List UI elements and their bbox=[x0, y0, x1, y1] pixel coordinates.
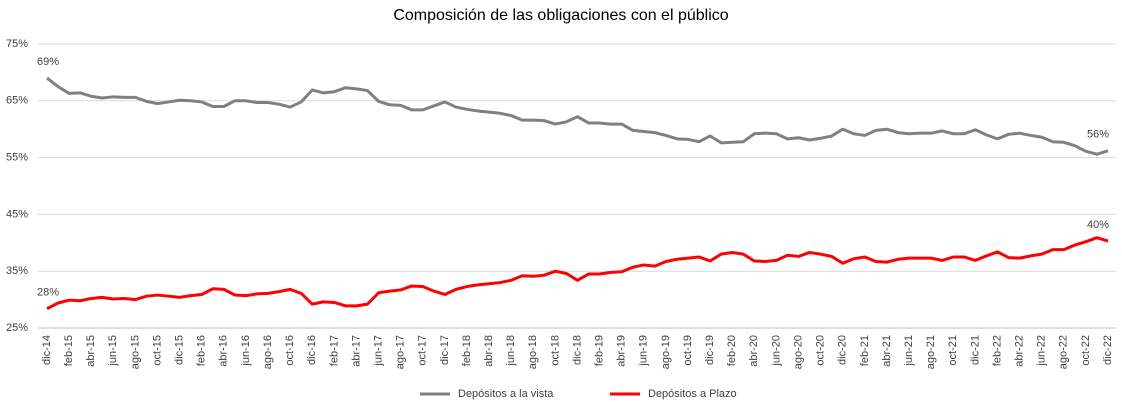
x-tick-label: oct-15 bbox=[151, 335, 163, 366]
y-tick-label: 55% bbox=[6, 152, 28, 164]
y-tick-label: 65% bbox=[6, 95, 28, 107]
data-label: 69% bbox=[37, 56, 59, 68]
y-tick-label: 25% bbox=[6, 322, 28, 334]
x-tick-label: abr-17 bbox=[350, 335, 362, 367]
x-tick-label: feb-21 bbox=[859, 335, 871, 366]
x-tick-label: ago-16 bbox=[262, 335, 274, 369]
x-tick-label: abr-18 bbox=[483, 335, 495, 367]
x-tick-label: feb-19 bbox=[594, 335, 606, 366]
x-tick-label: oct-22 bbox=[1080, 335, 1092, 366]
legend-label: Depósitos a la vista bbox=[458, 388, 554, 400]
x-tick-label: dic-19 bbox=[704, 335, 716, 365]
series-line bbox=[46, 236, 1109, 311]
x-tick-label: feb-15 bbox=[63, 335, 75, 366]
x-tick-label: oct-21 bbox=[947, 335, 959, 366]
x-tick-label: feb-16 bbox=[196, 335, 208, 366]
y-tick-label: 75% bbox=[6, 38, 28, 50]
y-tick-label: 35% bbox=[6, 265, 28, 277]
x-tick-label: feb-18 bbox=[461, 335, 473, 366]
x-tick-label: ago-21 bbox=[925, 335, 937, 369]
x-tick-label: dic-22 bbox=[1102, 335, 1114, 365]
x-tick-label: abr-22 bbox=[1013, 335, 1025, 367]
x-tick-label: ago-17 bbox=[395, 335, 407, 369]
x-tick-label: oct-16 bbox=[284, 335, 296, 366]
x-tick-label: jun-19 bbox=[638, 335, 650, 367]
x-tick-label: abr-21 bbox=[881, 335, 893, 367]
x-tick-label: oct-17 bbox=[417, 335, 429, 366]
x-tick-label: jun-20 bbox=[770, 335, 782, 367]
x-tick-label: dic-17 bbox=[439, 335, 451, 365]
data-label: 40% bbox=[1087, 219, 1109, 231]
x-tick-label: feb-17 bbox=[328, 335, 340, 366]
x-tick-label: feb-22 bbox=[991, 335, 1003, 366]
x-tick-label: ago-22 bbox=[1058, 335, 1070, 369]
x-tick-label: feb-20 bbox=[726, 335, 738, 366]
x-tick-label: dic-18 bbox=[571, 335, 583, 365]
x-tick-label: dic-15 bbox=[174, 335, 186, 365]
x-tick-label: ago-20 bbox=[792, 335, 804, 369]
x-tick-label: abr-19 bbox=[616, 335, 628, 367]
data-label: 28% bbox=[37, 287, 59, 299]
x-tick-label: oct-20 bbox=[815, 335, 827, 366]
x-tick-label: jun-16 bbox=[240, 335, 252, 367]
series-line bbox=[46, 76, 1109, 156]
legend-label: Depósitos a Plazo bbox=[648, 388, 737, 400]
x-tick-label: ago-19 bbox=[660, 335, 672, 369]
x-tick-label: dic-20 bbox=[837, 335, 849, 365]
x-tick-label: jun-17 bbox=[372, 335, 384, 367]
x-tick-label: dic-14 bbox=[41, 335, 53, 365]
x-tick-label: abr-15 bbox=[85, 335, 97, 367]
x-tick-label: abr-20 bbox=[748, 335, 760, 367]
x-tick-label: jun-15 bbox=[107, 335, 119, 367]
x-tick-label: oct-18 bbox=[549, 335, 561, 366]
x-tick-label: jun-18 bbox=[505, 335, 517, 367]
x-tick-label: oct-19 bbox=[682, 335, 694, 366]
x-tick-label: jun-22 bbox=[1036, 335, 1048, 367]
x-tick-label: ago-15 bbox=[129, 335, 141, 369]
x-tick-label: dic-16 bbox=[306, 335, 318, 365]
chart-title: Composición de las obligaciones con el p… bbox=[393, 7, 728, 24]
x-tick-label: dic-21 bbox=[969, 335, 981, 365]
x-tick-label: ago-18 bbox=[527, 335, 539, 369]
x-tick-label: abr-16 bbox=[218, 335, 230, 367]
x-tick-label: jun-21 bbox=[903, 335, 915, 367]
data-label: 56% bbox=[1087, 129, 1109, 141]
y-tick-label: 45% bbox=[6, 208, 28, 220]
